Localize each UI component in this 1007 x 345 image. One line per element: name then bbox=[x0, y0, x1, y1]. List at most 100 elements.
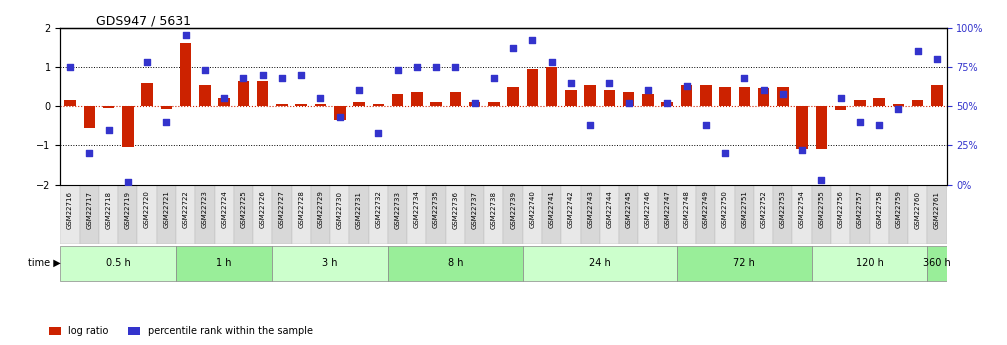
Text: GSM22754: GSM22754 bbox=[800, 190, 806, 228]
FancyBboxPatch shape bbox=[812, 185, 831, 244]
Text: GSM22751: GSM22751 bbox=[741, 190, 747, 228]
Text: GSM22757: GSM22757 bbox=[857, 190, 863, 228]
Text: GSM22741: GSM22741 bbox=[549, 190, 555, 228]
FancyBboxPatch shape bbox=[889, 185, 908, 244]
Point bbox=[871, 122, 887, 128]
Bar bbox=[508, 87, 519, 106]
FancyBboxPatch shape bbox=[388, 246, 523, 281]
Point bbox=[312, 96, 328, 101]
Bar bbox=[199, 85, 210, 106]
FancyBboxPatch shape bbox=[253, 185, 272, 244]
Point bbox=[928, 56, 945, 62]
Text: GSM22737: GSM22737 bbox=[471, 190, 477, 229]
Text: GSM22747: GSM22747 bbox=[665, 190, 671, 228]
Point bbox=[755, 88, 771, 93]
Text: GSM22758: GSM22758 bbox=[876, 190, 882, 228]
Text: GSM22750: GSM22750 bbox=[722, 190, 728, 228]
Text: GSM22718: GSM22718 bbox=[106, 190, 112, 229]
Text: GSM22724: GSM22724 bbox=[222, 190, 228, 228]
Bar bbox=[892, 104, 904, 106]
Text: GSM22736: GSM22736 bbox=[452, 190, 458, 229]
Point bbox=[466, 100, 482, 106]
FancyBboxPatch shape bbox=[369, 185, 388, 244]
Bar bbox=[758, 88, 769, 106]
FancyBboxPatch shape bbox=[138, 185, 157, 244]
Text: GSM22742: GSM22742 bbox=[568, 190, 574, 228]
Bar bbox=[84, 106, 95, 128]
FancyBboxPatch shape bbox=[388, 185, 407, 244]
FancyBboxPatch shape bbox=[60, 185, 80, 244]
Text: 8 h: 8 h bbox=[447, 258, 463, 268]
Text: GSM22728: GSM22728 bbox=[298, 190, 304, 228]
Text: GSM22731: GSM22731 bbox=[356, 190, 363, 229]
Text: time ▶: time ▶ bbox=[27, 258, 60, 268]
Text: GSM22738: GSM22738 bbox=[490, 190, 496, 229]
Point bbox=[120, 179, 136, 184]
FancyBboxPatch shape bbox=[292, 185, 311, 244]
Bar bbox=[449, 92, 461, 106]
FancyBboxPatch shape bbox=[927, 246, 947, 281]
Bar bbox=[122, 106, 134, 147]
FancyBboxPatch shape bbox=[523, 185, 542, 244]
FancyBboxPatch shape bbox=[869, 185, 889, 244]
Point bbox=[544, 59, 560, 65]
Text: GSM22759: GSM22759 bbox=[895, 190, 901, 228]
FancyBboxPatch shape bbox=[176, 246, 272, 281]
Text: GSM22755: GSM22755 bbox=[819, 190, 825, 228]
FancyBboxPatch shape bbox=[484, 185, 504, 244]
Bar bbox=[373, 104, 384, 106]
FancyBboxPatch shape bbox=[561, 185, 581, 244]
Text: GSM22745: GSM22745 bbox=[625, 190, 631, 228]
Text: GSM22717: GSM22717 bbox=[87, 190, 93, 229]
Bar bbox=[488, 102, 499, 106]
FancyBboxPatch shape bbox=[272, 185, 292, 244]
Point bbox=[736, 75, 752, 81]
Text: GSM22739: GSM22739 bbox=[511, 190, 517, 229]
Point bbox=[177, 33, 193, 38]
FancyBboxPatch shape bbox=[850, 185, 869, 244]
Bar bbox=[677, 185, 812, 244]
Bar bbox=[777, 87, 788, 106]
FancyBboxPatch shape bbox=[908, 185, 927, 244]
Bar bbox=[392, 95, 404, 106]
Text: GSM22721: GSM22721 bbox=[163, 190, 169, 228]
Point bbox=[814, 177, 830, 183]
FancyBboxPatch shape bbox=[793, 185, 812, 244]
FancyBboxPatch shape bbox=[927, 185, 947, 244]
Text: 120 h: 120 h bbox=[856, 258, 883, 268]
Bar bbox=[527, 69, 538, 106]
Bar bbox=[469, 102, 480, 106]
Point bbox=[217, 96, 233, 101]
Legend: log ratio, percentile rank within the sample: log ratio, percentile rank within the sa… bbox=[45, 322, 316, 340]
Text: 72 h: 72 h bbox=[733, 258, 755, 268]
Text: GSM22720: GSM22720 bbox=[144, 190, 150, 228]
Bar bbox=[60, 185, 176, 244]
FancyBboxPatch shape bbox=[831, 185, 850, 244]
Text: GSM22726: GSM22726 bbox=[260, 190, 266, 228]
Point bbox=[852, 119, 868, 125]
Bar bbox=[219, 98, 230, 106]
Point bbox=[620, 100, 636, 106]
Bar bbox=[523, 185, 677, 244]
Bar bbox=[797, 106, 808, 149]
FancyBboxPatch shape bbox=[677, 185, 696, 244]
FancyBboxPatch shape bbox=[735, 185, 754, 244]
Bar bbox=[812, 185, 927, 244]
Text: GSM22761: GSM22761 bbox=[933, 190, 940, 229]
Bar bbox=[854, 100, 866, 106]
Point bbox=[428, 64, 444, 70]
Point bbox=[331, 115, 347, 120]
Bar bbox=[873, 98, 885, 106]
Bar bbox=[912, 100, 923, 106]
Point bbox=[525, 37, 541, 43]
FancyBboxPatch shape bbox=[658, 185, 677, 244]
Bar bbox=[353, 102, 365, 106]
Text: GSM22729: GSM22729 bbox=[317, 190, 323, 228]
Bar bbox=[565, 90, 577, 106]
Point bbox=[236, 75, 252, 81]
FancyBboxPatch shape bbox=[157, 185, 176, 244]
FancyBboxPatch shape bbox=[581, 185, 600, 244]
Point bbox=[639, 88, 656, 93]
Bar bbox=[334, 106, 345, 120]
Bar bbox=[931, 85, 943, 106]
